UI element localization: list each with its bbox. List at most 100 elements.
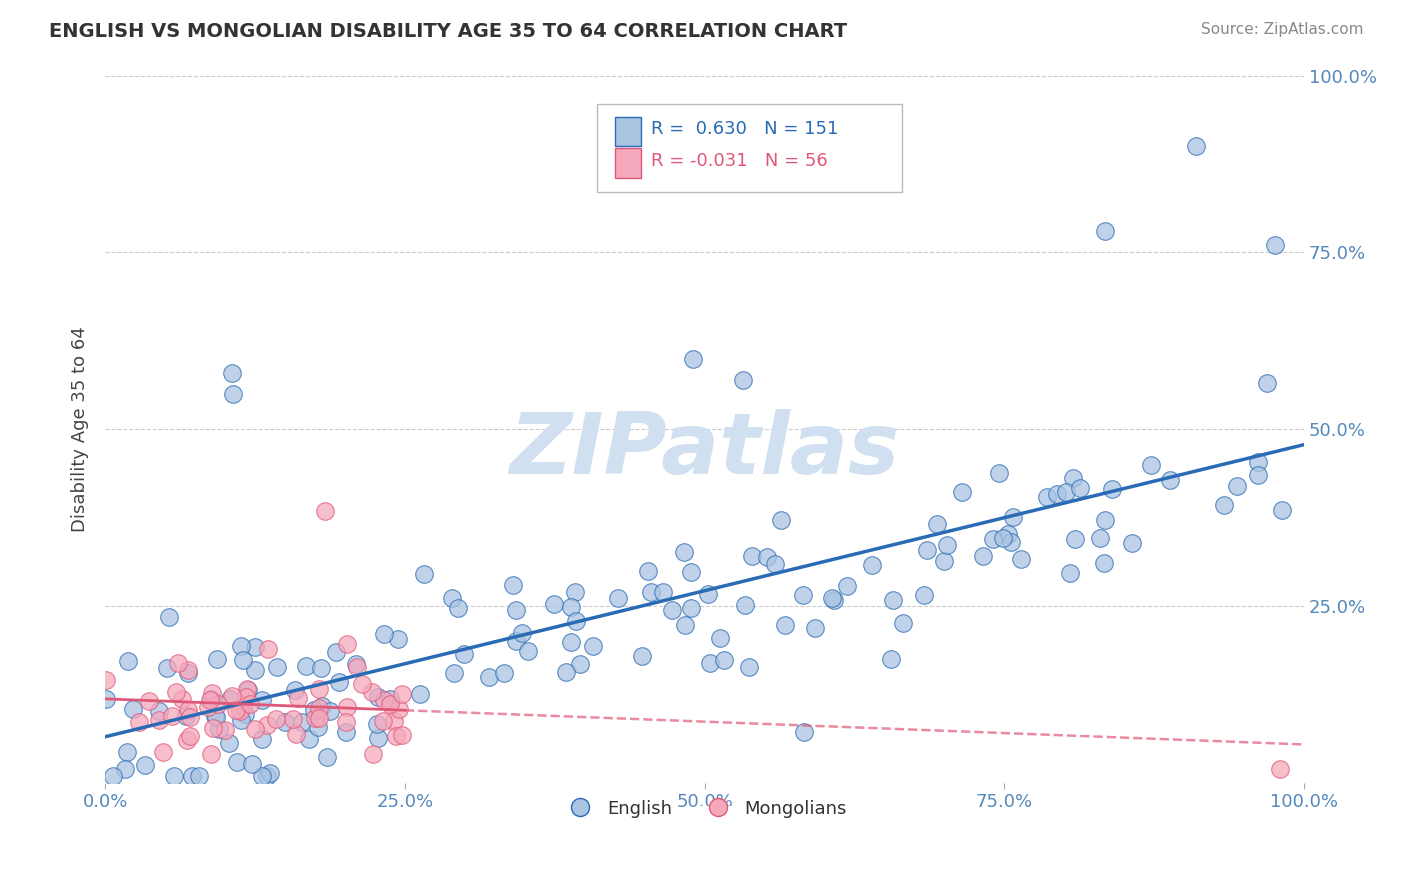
Point: [505, 633, 527, 648]
Point: [560, 599, 582, 614]
Point: [177, 703, 200, 717]
Point: [1268, 762, 1291, 776]
Point: [993, 531, 1015, 545]
Point: [307, 720, 329, 734]
Point: [243, 663, 266, 677]
Point: [316, 750, 339, 764]
Point: [478, 670, 501, 684]
Point: [229, 704, 252, 718]
Point: [564, 585, 586, 599]
Point: [94, 692, 117, 706]
Point: [176, 733, 198, 747]
Point: [408, 688, 430, 702]
Point: [201, 685, 224, 699]
Point: [235, 690, 257, 704]
Text: Source: ZipAtlas.com: Source: ZipAtlas.com: [1201, 22, 1364, 37]
Point: [804, 622, 827, 636]
Point: [179, 729, 201, 743]
Point: [240, 757, 263, 772]
Point: [925, 517, 948, 532]
Point: [291, 714, 314, 729]
Point: [363, 747, 385, 761]
Point: [741, 549, 763, 563]
Point: [560, 635, 582, 649]
Point: [505, 603, 527, 617]
Point: [284, 682, 307, 697]
Point: [229, 640, 252, 654]
Point: [308, 701, 330, 715]
Point: [1263, 238, 1285, 252]
Point: [1088, 531, 1111, 545]
Point: [308, 681, 330, 696]
Point: [170, 691, 193, 706]
Point: [821, 591, 844, 605]
Text: ZIPatlas: ZIPatlas: [509, 409, 900, 492]
Point: [325, 645, 347, 659]
Point: [682, 351, 704, 366]
Point: [214, 723, 236, 737]
Point: [208, 722, 231, 736]
Text: R =  0.630   N = 151: R = 0.630 N = 151: [651, 120, 838, 137]
Point: [235, 707, 257, 722]
Point: [391, 687, 413, 701]
Point: [699, 656, 721, 670]
Point: [198, 693, 221, 707]
Point: [360, 685, 382, 699]
Point: [709, 631, 731, 645]
Point: [205, 652, 228, 666]
Point: [252, 692, 274, 706]
Point: [96, 673, 118, 688]
Point: [188, 769, 211, 783]
Point: [997, 526, 1019, 541]
Point: [681, 565, 703, 579]
Point: [232, 699, 254, 714]
Point: [673, 617, 696, 632]
Point: [197, 700, 219, 714]
Point: [238, 683, 260, 698]
Point: [651, 585, 673, 599]
Point: [222, 387, 245, 401]
Point: [1226, 479, 1249, 493]
Point: [631, 648, 654, 663]
Point: [1001, 509, 1024, 524]
Point: [912, 588, 935, 602]
Point: [543, 597, 565, 611]
Point: [148, 713, 170, 727]
Point: [510, 626, 533, 640]
Point: [128, 714, 150, 729]
Point: [517, 643, 540, 657]
Point: [731, 373, 754, 387]
Point: [328, 675, 350, 690]
Point: [385, 729, 408, 743]
Point: [221, 366, 243, 380]
Point: [792, 588, 814, 602]
Point: [176, 663, 198, 677]
Point: [1000, 535, 1022, 549]
Point: [681, 600, 703, 615]
Point: [555, 665, 578, 679]
Point: [152, 745, 174, 759]
Point: [177, 666, 200, 681]
Point: [311, 698, 333, 713]
Point: [1271, 503, 1294, 517]
Point: [335, 714, 357, 729]
Point: [1059, 566, 1081, 580]
Point: [366, 716, 388, 731]
Point: [281, 712, 304, 726]
Point: [166, 656, 188, 670]
Legend: English, Mongolians: English, Mongolians: [555, 792, 855, 825]
Point: [274, 714, 297, 729]
Point: [1094, 224, 1116, 238]
Point: [1159, 473, 1181, 487]
Point: [157, 610, 180, 624]
Point: [387, 632, 409, 647]
Point: [232, 653, 254, 667]
Point: [115, 746, 138, 760]
Text: R = -0.031   N = 56: R = -0.031 N = 56: [651, 153, 828, 170]
Point: [1010, 552, 1032, 566]
Point: [259, 766, 281, 780]
Point: [1101, 482, 1123, 496]
Point: [336, 700, 359, 714]
Point: [225, 702, 247, 716]
Point: [1036, 490, 1059, 504]
